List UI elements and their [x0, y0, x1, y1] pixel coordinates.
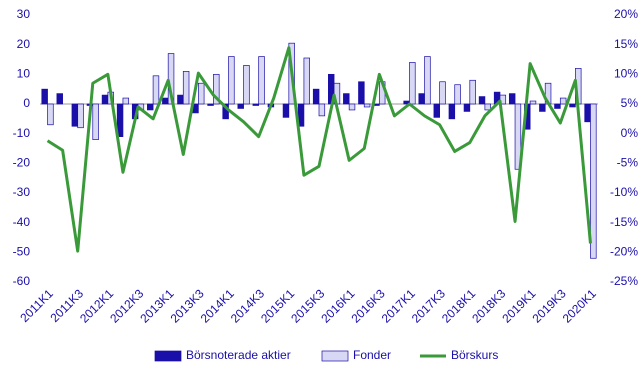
bar: [152, 75, 160, 105]
bar: [348, 103, 356, 111]
y2-tick-label: 15%: [614, 37, 638, 51]
bar: [177, 94, 184, 105]
bar: [409, 62, 416, 105]
bar: [207, 103, 214, 106]
bar: [47, 103, 54, 126]
bar: [554, 103, 561, 109]
bar: [508, 93, 516, 105]
bar: [448, 103, 456, 120]
bar: [213, 73, 220, 105]
bar: [228, 56, 235, 105]
y-tick-label: -60: [13, 274, 31, 288]
y-tick-label: -30: [13, 185, 31, 199]
bar: [312, 88, 320, 105]
bar: [56, 93, 63, 105]
bar: [539, 103, 546, 112]
bar: [122, 97, 130, 105]
legend-label: Fonder: [353, 348, 391, 362]
bar: [258, 56, 265, 105]
line: [46, 46, 592, 253]
y2-tick-label: 5%: [621, 96, 639, 110]
bar: [318, 103, 326, 117]
bar: [478, 96, 486, 105]
bar: [433, 103, 440, 118]
bar: [363, 103, 371, 108]
bar: [101, 94, 109, 105]
y-tick-label: -10: [13, 126, 31, 140]
y-tick-label: 0: [23, 96, 30, 110]
bar: [147, 103, 154, 111]
y2-tick-label: -10%: [610, 185, 638, 199]
bar: [559, 97, 567, 105]
bar: [116, 103, 124, 137]
y2-tick-label: -25%: [610, 274, 638, 288]
y2-tick-label: -15%: [610, 215, 638, 229]
bar: [454, 84, 461, 105]
legend-swatch: [321, 350, 349, 362]
bar: [77, 103, 84, 129]
bar: [584, 103, 591, 123]
bar: [282, 103, 290, 118]
bar: [198, 82, 205, 105]
y2-tick-label: -20%: [610, 245, 638, 259]
bar: [590, 103, 597, 259]
bar: [71, 103, 79, 127]
y2-tick-label: 10%: [614, 67, 638, 81]
bar: [424, 56, 431, 105]
bar: [463, 103, 471, 112]
y2-tick-label: 0%: [621, 126, 639, 140]
y-tick-label: 30: [17, 7, 31, 21]
y-tick-label: 10: [17, 67, 31, 81]
y-tick-label: 20: [17, 37, 31, 51]
bar: [182, 71, 190, 105]
bar: [303, 57, 310, 105]
bar: [469, 79, 476, 105]
bar: [439, 81, 446, 105]
x-tick-label: 2020K1: [560, 286, 599, 325]
bar: [92, 103, 99, 140]
y-tick-label: -20: [13, 156, 31, 170]
legend-label: Börsnoterade aktier: [186, 348, 291, 362]
legend-swatch: [154, 350, 182, 362]
bar: [237, 103, 244, 109]
bar: [41, 88, 48, 105]
y2-tick-label: -5%: [617, 156, 639, 170]
y-tick-label: -40: [13, 215, 31, 229]
y-tick-label: -50: [13, 245, 31, 259]
bar: [514, 103, 522, 170]
bar: [484, 103, 491, 111]
bar: [243, 65, 250, 105]
bar: [343, 93, 350, 105]
legend-label: Börskurs: [451, 348, 498, 362]
bar: [358, 81, 365, 105]
bar: [162, 97, 169, 105]
y2-tick-label: 20%: [614, 7, 638, 21]
bar: [252, 103, 260, 106]
bar: [529, 100, 537, 105]
bar: [418, 93, 425, 105]
bar: [569, 103, 576, 108]
